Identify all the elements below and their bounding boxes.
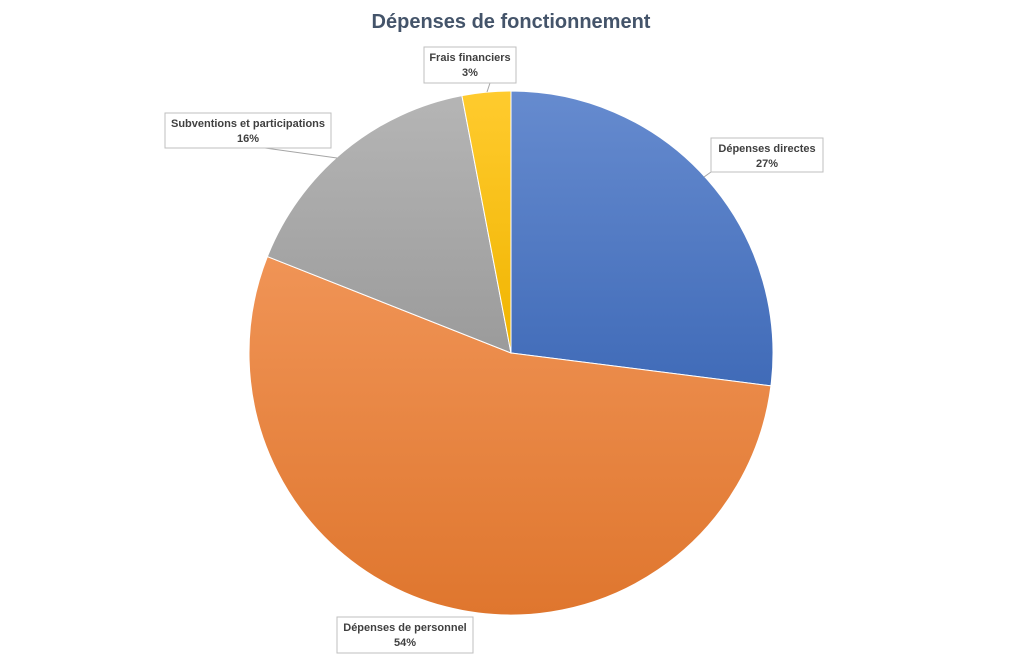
data-label-box bbox=[710, 137, 824, 173]
data-label-value: 27% bbox=[756, 158, 778, 170]
data-label-box bbox=[336, 616, 474, 654]
data-label-subventions-et-participations: Subventions et participations 16% bbox=[164, 112, 332, 149]
data-label-category: Dépenses de personnel bbox=[343, 622, 467, 634]
pie-slice-depenses-directes bbox=[510, 90, 774, 387]
slices-layer bbox=[248, 90, 774, 616]
data-label-category: Frais financiers bbox=[429, 52, 510, 64]
data-label-depenses-directes: Dépenses directes 27% bbox=[710, 137, 824, 173]
data-label-frais-financiers: Frais financiers 3% bbox=[423, 46, 517, 84]
labels-layer: Dépenses directes 27% Dépenses de personne… bbox=[164, 46, 824, 654]
data-label-box bbox=[423, 46, 517, 84]
leaders-layer bbox=[264, 82, 712, 178]
data-label-depenses-de-personnel: Dépenses de personnel 54% bbox=[336, 616, 474, 654]
data-label-value: 16% bbox=[237, 133, 259, 145]
leader-line-frais-financiers bbox=[486, 82, 491, 93]
pie-slice-subventions-et-participations bbox=[266, 95, 512, 354]
chart-title: Dépenses de fonctionnement bbox=[372, 11, 651, 33]
data-label-category: Subventions et participations bbox=[171, 118, 325, 130]
data-label-value: 54% bbox=[394, 637, 416, 649]
leader-line-subventions-et-participations bbox=[264, 147, 338, 159]
pie-slice-depenses-de-personnel bbox=[248, 255, 772, 616]
pie-slice-frais-financiers bbox=[461, 90, 512, 354]
leader-line-depenses-directes bbox=[703, 171, 712, 178]
data-label-value: 3% bbox=[462, 67, 478, 79]
data-label-category: Dépenses directes bbox=[718, 143, 815, 155]
data-label-box bbox=[164, 112, 332, 149]
